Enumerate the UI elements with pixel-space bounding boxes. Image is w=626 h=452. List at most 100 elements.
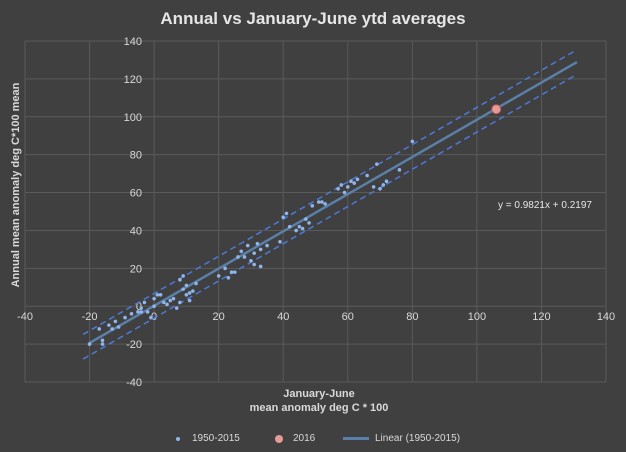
x-tick-label: 140 <box>597 311 615 323</box>
point-1950-2015 <box>152 304 156 309</box>
y-axis-label: Annual mean anomaly deg C*100 mean <box>10 82 22 288</box>
point-1950-2015 <box>320 200 324 204</box>
point-1950-2015 <box>300 226 305 231</box>
legend-marker-line <box>343 437 369 440</box>
y-tick-label: 140 <box>124 36 142 48</box>
point-1950-2015 <box>287 224 292 229</box>
chart-title: Annual vs January-June ytd averages <box>160 9 466 28</box>
point-1950-2015 <box>339 183 344 187</box>
point-1950-2015 <box>178 277 182 282</box>
x-tick-label: -40 <box>17 311 33 323</box>
point-1950-2015 <box>184 283 189 288</box>
point-1950-2015 <box>110 327 114 331</box>
legend-marker-blue-dot <box>176 436 180 441</box>
point-1950-2015 <box>336 186 340 191</box>
point-1950-2015 <box>116 325 121 329</box>
point-1950-2015 <box>410 139 415 144</box>
point-1950-2015 <box>307 221 311 225</box>
point-1950-2015 <box>181 274 185 278</box>
point-1950-2015 <box>174 306 179 310</box>
y-tick-label: 80 <box>130 150 142 162</box>
x-tick-label: 0 <box>151 311 157 323</box>
point-1950-2015 <box>242 255 247 259</box>
x-tick-label: 40 <box>277 311 289 323</box>
lower-confidence-band <box>82 73 578 360</box>
point-1950-2015 <box>139 306 143 310</box>
point-1950-2015 <box>149 315 153 320</box>
point-1950-2015 <box>100 342 105 346</box>
point-1950-2015 <box>278 240 282 244</box>
point-1950-2015 <box>158 293 163 297</box>
x-tick-label: 80 <box>406 311 418 323</box>
x-tick-label: 120 <box>532 311 550 323</box>
point-1950-2015 <box>294 228 298 233</box>
point-1950-2015 <box>216 274 221 278</box>
point-1950-2015 <box>371 185 376 189</box>
point-1950-2015 <box>355 177 360 182</box>
point-1950-2015 <box>129 312 134 316</box>
trendline-equation: y = 0.9821x + 0.2197 <box>498 200 592 211</box>
y-tick-label: 120 <box>124 74 142 86</box>
point-1950-2015 <box>297 224 302 229</box>
point-1950-2015 <box>145 310 150 314</box>
point-1950-2015 <box>152 296 156 301</box>
point-1950-2015 <box>123 315 127 320</box>
point-1950-2015 <box>194 281 198 286</box>
point-1950-2015 <box>249 258 253 263</box>
point-1950-2015 <box>342 190 347 195</box>
legend-item-2016: 2016 <box>275 433 315 444</box>
point-1950-2015 <box>349 179 353 183</box>
point-1950-2015 <box>181 287 185 291</box>
point-1950-2015 <box>236 255 240 259</box>
point-1950-2015 <box>378 186 382 191</box>
point-1950-2015 <box>191 289 195 293</box>
point-1950-2015 <box>229 270 234 274</box>
point-1950-2015 <box>136 310 140 314</box>
upper-confidence-band <box>82 49 578 336</box>
x-tick-label: 60 <box>342 311 354 323</box>
legend-label-2016: 2016 <box>293 433 316 444</box>
x-tick-label: -20 <box>82 311 98 323</box>
point-1950-2015 <box>397 168 402 172</box>
point-1950-2015 <box>226 276 231 280</box>
point-1950-2015 <box>155 293 160 297</box>
x-tick-label: 20 <box>213 311 225 323</box>
y-tick-label: 20 <box>130 263 142 275</box>
x-axis-label-line2: mean anomaly deg C * 100 <box>249 402 389 414</box>
point-1950-2015 <box>258 264 263 269</box>
point-1950-2015 <box>310 204 315 208</box>
legend-marker-red-dot <box>275 434 283 443</box>
legend-label-linear: Linear (1950-2015) <box>375 433 461 444</box>
point-1950-2015 <box>239 249 244 254</box>
y-tick-label: 0 <box>136 301 142 313</box>
y-tick-label: 40 <box>130 225 142 237</box>
point-1950-2015 <box>223 266 227 271</box>
point-1950-2015 <box>168 298 173 303</box>
point-1950-2015 <box>255 241 260 246</box>
point-1950-2015 <box>258 247 263 252</box>
point-1950-2015 <box>97 327 102 331</box>
point-1950-2015 <box>184 293 189 297</box>
point-1950-2015 <box>323 202 327 206</box>
point-1950-2015 <box>252 262 256 267</box>
point-1950-2015 <box>281 215 286 219</box>
point-1950-2015 <box>161 300 166 305</box>
point-1950-2015 <box>178 300 182 305</box>
point-1950-2015 <box>187 291 192 295</box>
point-1950-2015 <box>187 298 192 303</box>
point-1950-2015 <box>139 310 143 314</box>
point-1950-2015 <box>113 319 118 324</box>
point-1950-2015 <box>252 251 256 255</box>
y-tick-label: 100 <box>124 112 142 124</box>
point-1950-2015 <box>365 173 369 178</box>
point-1950-2015 <box>233 270 237 274</box>
point-1950-2015 <box>284 211 289 216</box>
point-1950-2015 <box>345 185 350 189</box>
legend-label-1950-2015: 1950-2015 <box>192 433 240 444</box>
point-1950-2015 <box>384 179 389 183</box>
point-2016 <box>491 104 502 115</box>
point-1950-2015 <box>381 183 386 187</box>
x-tick-label: 100 <box>468 311 486 323</box>
point-1950-2015 <box>107 323 111 327</box>
